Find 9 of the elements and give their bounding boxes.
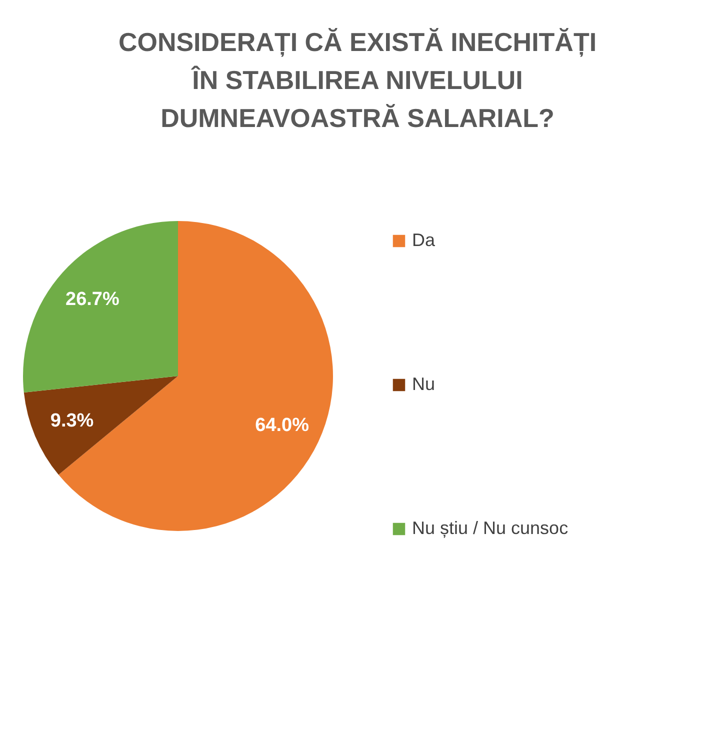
legend-label: Nu știu / Nu cunsoc: [412, 518, 568, 538]
data-label: 26.7%: [66, 289, 120, 310]
data-label: 64.0%: [255, 414, 310, 436]
legend-label: Nu: [412, 374, 436, 394]
pie-slice: [24, 376, 178, 475]
legend-label: Da: [412, 230, 436, 250]
data-label: 9.3%: [50, 410, 94, 432]
chart-title: CONSIDERAȚI CĂ EXISTĂ INECHITĂȚI ÎN STABILIREA NIVELULUI DUMNEAVOASTRĂ SALARIAL?: [118, 27, 597, 133]
pie-slice: [23, 221, 178, 393]
